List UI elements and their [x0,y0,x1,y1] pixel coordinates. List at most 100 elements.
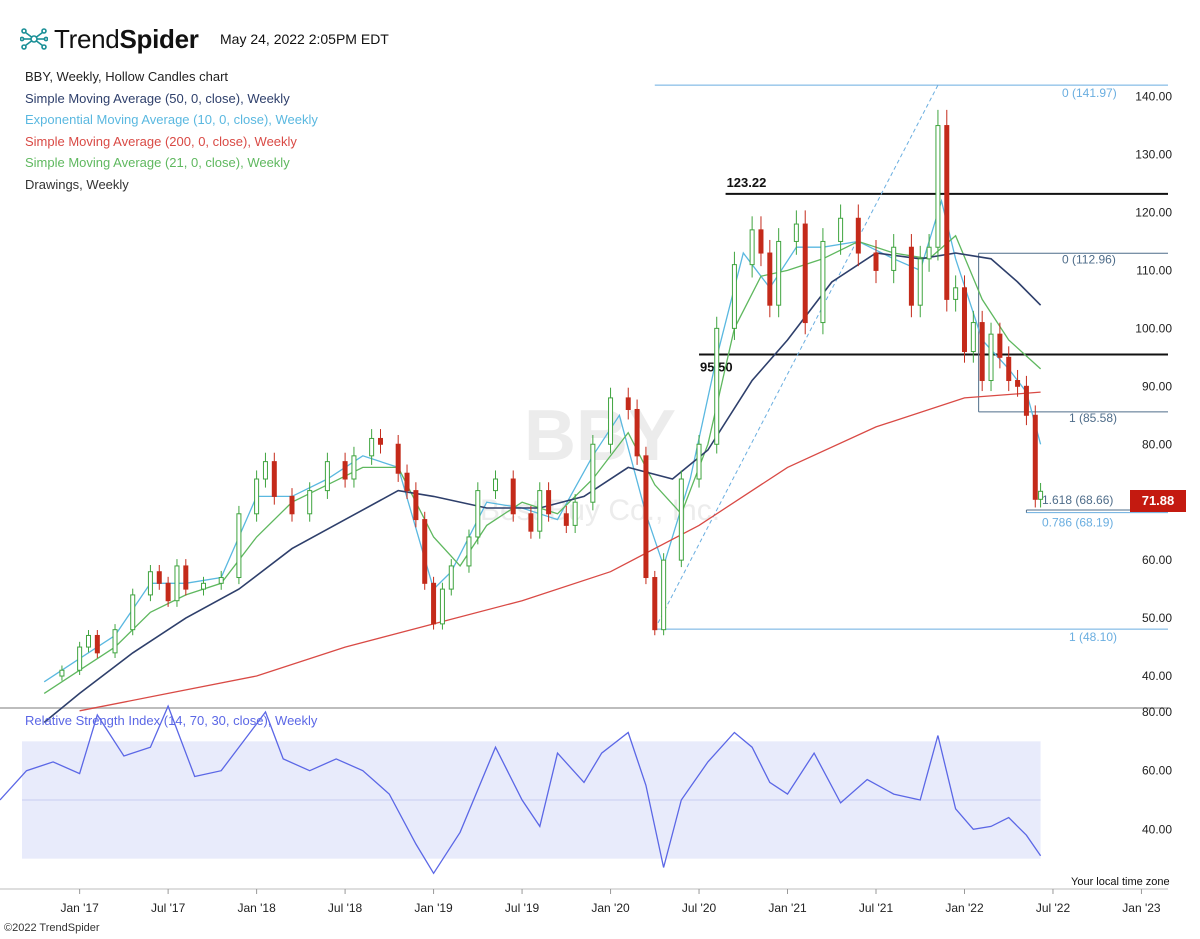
grid [0,707,1168,890]
candle-body [891,246,897,271]
candle-body [838,217,844,242]
candle-body [1006,356,1012,382]
copyright: ©2022 TrendSpider [4,922,100,934]
candle-body [351,455,357,480]
candle-body [112,629,118,654]
candle-body [1023,385,1029,416]
candle-body [758,229,764,254]
candle-body [156,571,162,584]
candle-body [661,559,667,631]
rsi-tick-label: 80.00 [1142,705,1172,719]
fib-level-label: 0 (141.97) [1062,86,1117,100]
candle-body [254,478,260,515]
candle-body [696,443,702,480]
candle-body [1038,490,1044,500]
candle-body [77,646,83,671]
time-tick-label: Jan '22 [945,901,984,915]
candle-body [448,565,454,590]
time-tick-label: Jul '21 [859,901,894,915]
candle-body [634,408,640,457]
candle-body [608,397,614,445]
timezone-label: Your local time zone [1071,876,1170,888]
moving-average-line [79,391,1041,712]
legend-ema10[interactable]: Exponential Moving Average (10, 0, close… [25,112,318,128]
chart-timestamp: May 24, 2022 2:05PM EDT [220,31,389,47]
candle-body [714,327,720,445]
indicator-legend: BBY, Weekly, Hollow Candles chart Simple… [25,66,318,196]
rsi-title: Relative Strength Index (14, 70, 30, clo… [25,713,318,728]
trendspider-logo: TrendSpider [20,24,199,54]
time-tick-label: Jan '23 [1122,901,1161,915]
candle-body [997,333,1003,358]
candle-body [537,490,543,532]
candle-body [678,478,684,561]
rsi-band [22,741,1041,859]
watermark-symbol: BBY [524,396,676,476]
candle-body [493,478,499,492]
candle-body [590,443,596,503]
candle-body [926,246,932,260]
candle-body [377,437,383,445]
candle-body [289,495,295,515]
candle-body [404,472,410,492]
fib-level-label: 1 (85.58) [1069,411,1117,425]
horizontal-level-label: 123.22 [727,175,767,190]
price-tick-label: 110.00 [1136,263,1172,277]
candle-body [776,240,782,306]
candle-body [174,565,180,602]
candle-body [546,490,552,515]
candle-body [572,501,578,526]
candle-body [643,455,649,579]
candle-body [528,513,534,532]
legend-symbol-title: BBY, Weekly, Hollow Candles chart [25,69,229,84]
candle-body [413,490,419,521]
candle-body [271,461,277,497]
candle-body [979,322,985,382]
candle-body [731,264,737,329]
spider-logo-icon [20,28,48,50]
candle-body [236,513,242,579]
candle-body [1015,380,1021,387]
price-tick-label: 140.00 [1135,90,1172,104]
legend-sma50[interactable]: Simple Moving Average (50, 0, close), We… [25,90,290,106]
legend-sma21[interactable]: Simple Moving Average (21, 0, close), We… [25,155,290,171]
candle-body [935,125,941,248]
candle-body [908,246,914,306]
candle-body [130,594,136,631]
candle-body [395,443,401,474]
time-tick-label: Jan '21 [768,901,807,915]
brand-name: TrendSpider [54,24,199,54]
candle-body [342,461,348,480]
price-tick-label: 80.00 [1142,437,1172,451]
candle-body [767,252,773,306]
moving-average-line [43,252,1042,724]
candle-body [85,634,91,648]
candle-body [94,634,100,654]
candle-body [855,217,861,254]
candle-body [475,490,481,538]
candle-body [183,565,189,590]
price-tick-label: 90.00 [1142,379,1172,393]
legend-drawings[interactable]: Drawings, Weekly [25,176,129,192]
time-tick-label: Jan '20 [591,901,630,915]
candle-body [165,582,171,602]
candle-body [59,669,65,677]
time-tick-label: Jan '17 [60,901,99,915]
rsi-tick-label: 60.00 [1142,764,1172,778]
candle-body [369,437,375,457]
rsi-tick-label: 40.00 [1142,822,1172,836]
candle-body [510,478,516,515]
fib-level-label: 0 (112.96) [1062,252,1116,266]
candle-body [820,240,826,324]
series-layer [0,109,1044,875]
brand-name-bold: Spider [119,24,199,54]
fib-trend-connector[interactable] [654,84,939,630]
time-tick-label: Jan '19 [414,901,453,915]
legend-sma200[interactable]: Simple Moving Average (200, 0, close), W… [25,133,297,149]
annotation-layer[interactable]: 123.2295.500 (141.97)1 (48.10)0.786 (68.… [654,84,1168,644]
candle-body [422,519,428,584]
price-tick-label: 130.00 [1135,148,1172,162]
current-price-tag: 71.88 [1130,490,1186,512]
price-tick-label: 40.00 [1142,669,1172,683]
